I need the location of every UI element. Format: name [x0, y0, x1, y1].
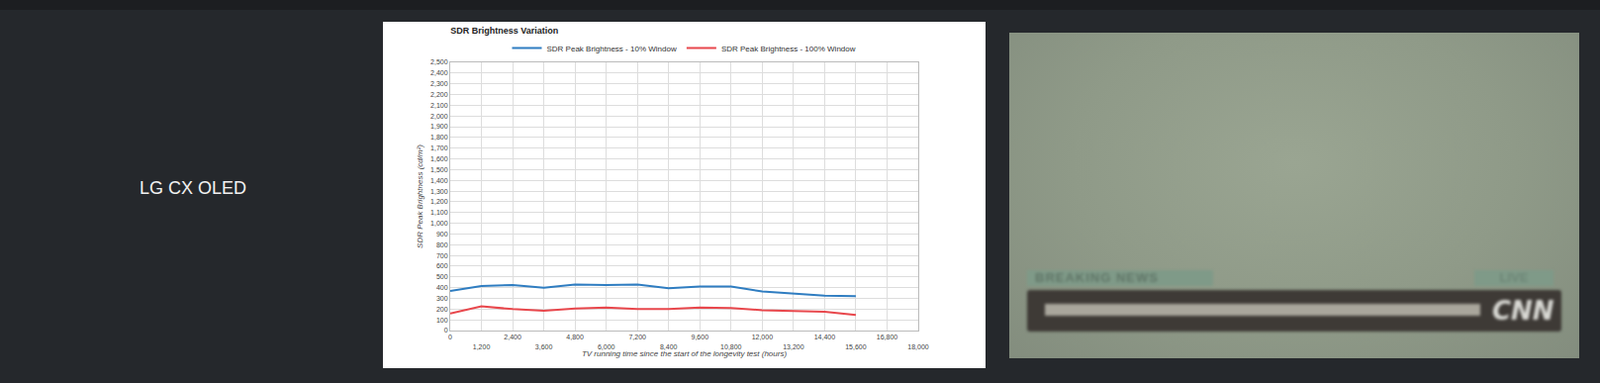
svg-text:200: 200 [436, 305, 449, 313]
svg-text:13,200: 13,200 [782, 343, 805, 351]
svg-text:SDR Peak Brightness (cd/m²): SDR Peak Brightness (cd/m²) [415, 144, 425, 249]
svg-text:1,100: 1,100 [430, 208, 449, 216]
svg-text:1,600: 1,600 [430, 155, 449, 163]
svg-text:1,800: 1,800 [430, 133, 449, 141]
svg-text:10,800: 10,800 [720, 343, 743, 351]
svg-text:14,400: 14,400 [814, 333, 837, 341]
svg-text:0: 0 [448, 333, 453, 341]
svg-text:SDR Brightness Variation: SDR Brightness Variation [450, 25, 559, 36]
svg-text:300: 300 [436, 294, 449, 302]
svg-text:500: 500 [436, 273, 449, 281]
svg-text:1,400: 1,400 [430, 177, 449, 185]
svg-text:800: 800 [436, 241, 449, 249]
html-text:CNN: CNN [1492, 295, 1555, 326]
svg-text:700: 700 [436, 252, 449, 260]
svg-text:1,200: 1,200 [472, 343, 491, 351]
svg-text:9,600: 9,600 [691, 333, 710, 341]
svg-text:1,500: 1,500 [430, 166, 449, 174]
svg-text:1,000: 1,000 [430, 219, 449, 227]
svg-text:1,200: 1,200 [430, 197, 449, 205]
svg-text:4,800: 4,800 [565, 333, 584, 341]
svg-text:1,900: 1,900 [430, 122, 449, 130]
svg-text:2,000: 2,000 [430, 112, 449, 120]
svg-text:100: 100 [436, 316, 449, 324]
svg-text:8,400: 8,400 [659, 343, 678, 351]
svg-text:600: 600 [436, 262, 449, 270]
svg-text:6,000: 6,000 [597, 343, 616, 351]
svg-text:400: 400 [436, 283, 449, 291]
svg-text:3,600: 3,600 [535, 343, 554, 351]
svg-text:16,800: 16,800 [876, 333, 899, 341]
svg-text:900: 900 [436, 230, 449, 238]
html-text:BREAKING NEWS: BREAKING NEWS [1035, 270, 1159, 285]
svg-text:2,400: 2,400 [503, 333, 522, 341]
svg-text:SDR Peak Brightness - 100% Win: SDR Peak Brightness - 100% Window [721, 44, 856, 54]
svg-text:1,700: 1,700 [430, 144, 449, 152]
svg-text:1,300: 1,300 [430, 188, 449, 195]
svg-text:2,100: 2,100 [430, 101, 449, 109]
svg-text:7,200: 7,200 [628, 333, 647, 341]
svg-text:TV running time since the star: TV running time since the start of the l… [581, 350, 788, 360]
html-text:LG CX OLED: LG CX OLED [139, 178, 247, 198]
svg-text:2,200: 2,200 [430, 91, 449, 98]
svg-text:15,600: 15,600 [845, 343, 867, 351]
svg-text:2,300: 2,300 [430, 80, 449, 88]
svg-text:SDR Peak Brightness - 10% Wind: SDR Peak Brightness - 10% Window [547, 44, 677, 54]
svg-text:0: 0 [444, 326, 449, 334]
html-text:LIVE: LIVE [1499, 270, 1529, 285]
svg-text:18,000: 18,000 [907, 343, 930, 351]
svg-text:12,000: 12,000 [752, 333, 774, 341]
svg-text:2,400: 2,400 [430, 69, 449, 77]
svg-text:2,500: 2,500 [430, 58, 449, 66]
